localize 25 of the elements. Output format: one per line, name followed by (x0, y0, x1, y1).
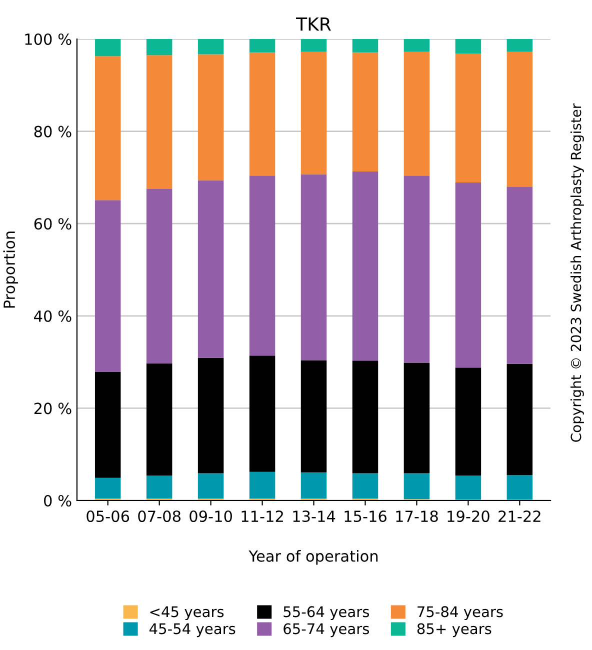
x-tick-label: 07-08 (138, 510, 180, 522)
x-tick-label: 15-16 (344, 510, 386, 522)
y-tick-label: 0 % (44, 494, 72, 507)
legend-label: 75-84 years (418, 606, 503, 620)
x-axis-title: Year of operation (248, 550, 378, 565)
legend-label: 65-74 years (284, 623, 370, 638)
x-tick-label: 11-12 (242, 510, 283, 522)
y-tick-label: 60 % (34, 218, 72, 230)
x-tick-label: 21-22 (498, 510, 540, 522)
x-tick-label: 13-14 (293, 510, 336, 522)
legend-label: <45 years (150, 606, 224, 620)
legend-label: 55-64 years (284, 606, 370, 620)
x-tick-label: 17-18 (396, 510, 438, 522)
legend-label: 85+ years (417, 623, 492, 638)
y-tick-label: 80 % (34, 126, 72, 138)
y-axis-title: Proportion (3, 232, 18, 308)
chart-title: TKR (296, 18, 331, 31)
x-tick-label: 19-20 (448, 510, 490, 522)
y-tick-label: 40 % (34, 310, 72, 322)
y-tick-label: 20 % (34, 402, 72, 414)
x-tick-label: 09-10 (190, 510, 232, 522)
y-tick-label: 100 % (25, 33, 72, 46)
text: Copyright © 2023 Swedish Arthroplasty Register (570, 103, 584, 442)
legend-label: 45-54 years (149, 623, 236, 638)
x-tick-label: 05-06 (86, 510, 130, 522)
